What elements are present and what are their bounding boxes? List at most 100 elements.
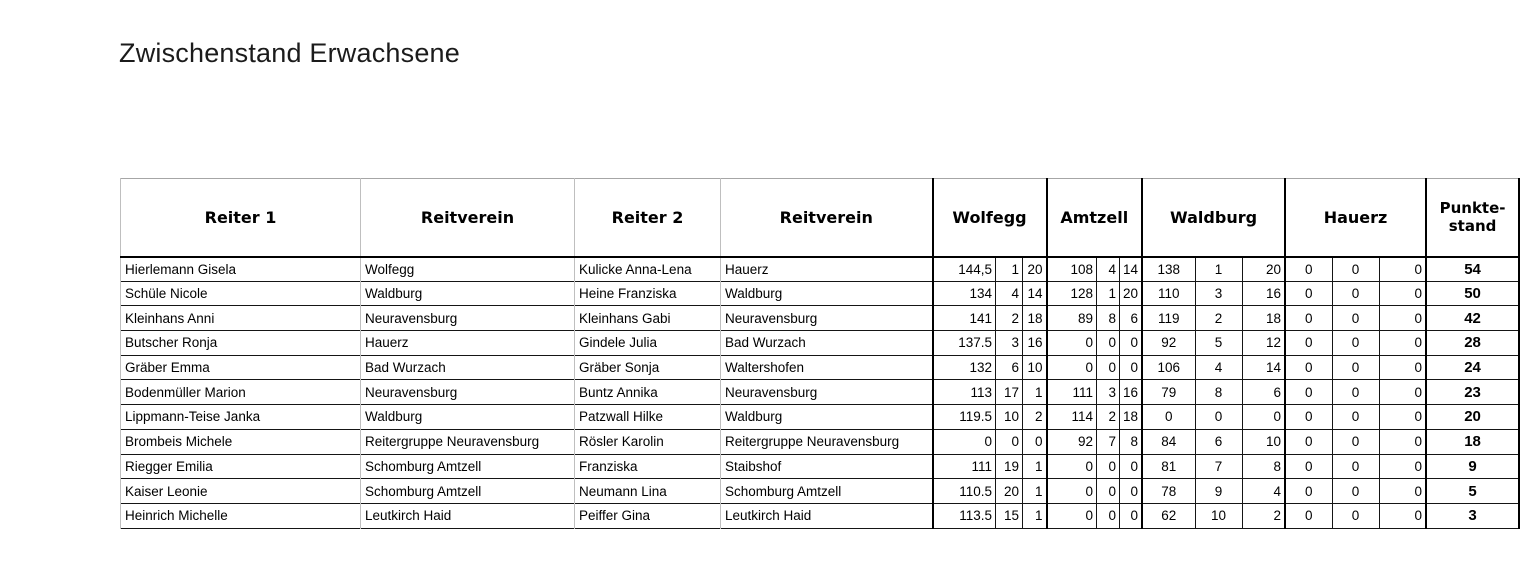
punktestand-cell: 24	[1425, 354, 1521, 380]
wolfegg-place-cell: 20	[995, 478, 1023, 504]
waldburg-place-cell: 10	[1194, 502, 1243, 529]
table-row: Kleinhans Anni Neuravensburg Kleinhans Gab…	[120, 305, 1521, 331]
waldburg-points-cell: 16	[1241, 280, 1286, 306]
hauerz-points-cell: 0	[1378, 330, 1427, 356]
amtzell-place-cell: 8	[1096, 305, 1120, 331]
waldburg-score-cell: 106	[1141, 354, 1196, 380]
col-header-punktestand: Punkte-stand	[1425, 178, 1521, 258]
waldburg-score-cell: 81	[1141, 453, 1196, 479]
waldburg-place-cell: 0	[1194, 404, 1243, 430]
wolfegg-score-cell: 113.5	[931, 502, 996, 529]
amtzell-place-cell: 3	[1096, 379, 1120, 405]
table-row: Bodenmüller Marion Neuravensburg Buntz Ann…	[120, 379, 1521, 405]
wolfegg-score-cell: 141	[931, 305, 996, 331]
wolfegg-place-cell: 3	[995, 330, 1023, 356]
amtzell-points-cell: 6	[1119, 305, 1143, 331]
punktestand-cell: 28	[1425, 330, 1521, 356]
hauerz-place-cell: 0	[1331, 330, 1380, 356]
reiter1-cell: Schüle Nicole	[120, 280, 361, 306]
col-header-waldburg: Waldburg	[1141, 178, 1286, 258]
reiter2-cell: Peiffer Gina	[574, 502, 721, 529]
wolfegg-points-cell: 1	[1022, 478, 1047, 504]
waldburg-place-cell: 6	[1194, 428, 1243, 454]
amtzell-place-cell: 0	[1096, 478, 1120, 504]
amtzell-score-cell: 128	[1045, 280, 1097, 306]
waldburg-place-cell: 9	[1194, 478, 1243, 504]
amtzell-score-cell: 0	[1045, 330, 1097, 356]
col-header-reiter1: Reiter 1	[120, 178, 361, 258]
punktestand-cell: 9	[1425, 453, 1521, 479]
waldburg-score-cell: 62	[1141, 502, 1196, 529]
hauerz-points-cell: 0	[1378, 428, 1427, 454]
reiter1-cell: Riegger Emilia	[120, 453, 361, 479]
verein2-cell: Waldburg	[720, 404, 933, 430]
verein1-cell: Bad Wurzach	[360, 354, 575, 380]
amtzell-place-cell: 0	[1096, 354, 1120, 380]
amtzell-place-cell: 4	[1096, 256, 1120, 282]
verein1-cell: Schomburg Amtzell	[360, 453, 575, 479]
hauerz-score-cell: 0	[1284, 379, 1333, 405]
amtzell-place-cell: 2	[1096, 404, 1120, 430]
punktestand-header-line1: Punkte-	[1439, 198, 1506, 217]
waldburg-score-cell: 92	[1141, 330, 1196, 356]
hauerz-place-cell: 0	[1331, 404, 1380, 430]
hauerz-points-cell: 0	[1378, 379, 1427, 405]
reiter2-cell: Kulicke Anna-Lena	[574, 256, 721, 282]
wolfegg-points-cell: 16	[1022, 330, 1047, 356]
wolfegg-score-cell: 111	[931, 453, 996, 479]
col-header-reitverein2: Reitverein	[720, 178, 933, 258]
verein1-cell: Reitergruppe Neuravensburg	[360, 428, 575, 454]
hauerz-points-cell: 0	[1378, 305, 1427, 331]
table-row: Gräber Emma Bad Wurzach Gräber Sonja Walter…	[120, 354, 1521, 380]
wolfegg-place-cell: 15	[995, 502, 1023, 529]
wolfegg-place-cell: 4	[995, 280, 1023, 306]
hauerz-score-cell: 0	[1284, 305, 1333, 331]
verein1-cell: Wolfegg	[360, 256, 575, 282]
punktestand-cell: 18	[1425, 428, 1521, 454]
verein1-cell: Schomburg Amtzell	[360, 478, 575, 504]
amtzell-score-cell: 114	[1045, 404, 1097, 430]
punktestand-cell: 23	[1425, 379, 1521, 405]
waldburg-place-cell: 4	[1194, 354, 1243, 380]
hauerz-points-cell: 0	[1378, 280, 1427, 306]
verein2-cell: Neuravensburg	[720, 305, 933, 331]
verein2-cell: Neuravensburg	[720, 379, 933, 405]
hauerz-place-cell: 0	[1331, 354, 1380, 380]
waldburg-place-cell: 3	[1194, 280, 1243, 306]
table-row: Schüle Nicole Waldburg Heine Franziska Wald…	[120, 280, 1521, 306]
hauerz-score-cell: 0	[1284, 354, 1333, 380]
waldburg-score-cell: 79	[1141, 379, 1196, 405]
wolfegg-score-cell: 110.5	[931, 478, 996, 504]
table-row: Butscher Ronja Hauerz Gindele Julia Bad Wur…	[120, 330, 1521, 356]
waldburg-place-cell: 5	[1194, 330, 1243, 356]
reiter1-cell: Kleinhans Anni	[120, 305, 361, 331]
amtzell-place-cell: 0	[1096, 502, 1120, 529]
punktestand-cell: 5	[1425, 478, 1521, 504]
amtzell-points-cell: 14	[1119, 256, 1143, 282]
amtzell-points-cell: 8	[1119, 428, 1143, 454]
amtzell-points-cell: 16	[1119, 379, 1143, 405]
wolfegg-score-cell: 134	[931, 280, 996, 306]
waldburg-points-cell: 8	[1241, 453, 1286, 479]
reiter2-cell: Patzwall Hilke	[574, 404, 721, 430]
amtzell-points-cell: 0	[1119, 478, 1143, 504]
wolfegg-points-cell: 10	[1022, 354, 1047, 380]
amtzell-place-cell: 0	[1096, 453, 1120, 479]
hauerz-points-cell: 0	[1378, 502, 1427, 529]
waldburg-place-cell: 2	[1194, 305, 1243, 331]
hauerz-points-cell: 0	[1378, 354, 1427, 380]
wolfegg-points-cell: 1	[1022, 453, 1047, 479]
waldburg-points-cell: 20	[1241, 256, 1286, 282]
waldburg-score-cell: 78	[1141, 478, 1196, 504]
hauerz-score-cell: 0	[1284, 330, 1333, 356]
amtzell-points-cell: 0	[1119, 330, 1143, 356]
amtzell-place-cell: 1	[1096, 280, 1120, 306]
amtzell-score-cell: 0	[1045, 453, 1097, 479]
col-header-reitverein1: Reitverein	[360, 178, 575, 258]
reiter2-cell: Franziska	[574, 453, 721, 479]
table-row: Lippmann-Teise Janka Waldburg Patzwall Hil…	[120, 404, 1521, 430]
reiter1-cell: Gräber Emma	[120, 354, 361, 380]
punktestand-cell: 54	[1425, 256, 1521, 282]
amtzell-points-cell: 20	[1119, 280, 1143, 306]
reiter2-cell: Gräber Sonja	[574, 354, 721, 380]
